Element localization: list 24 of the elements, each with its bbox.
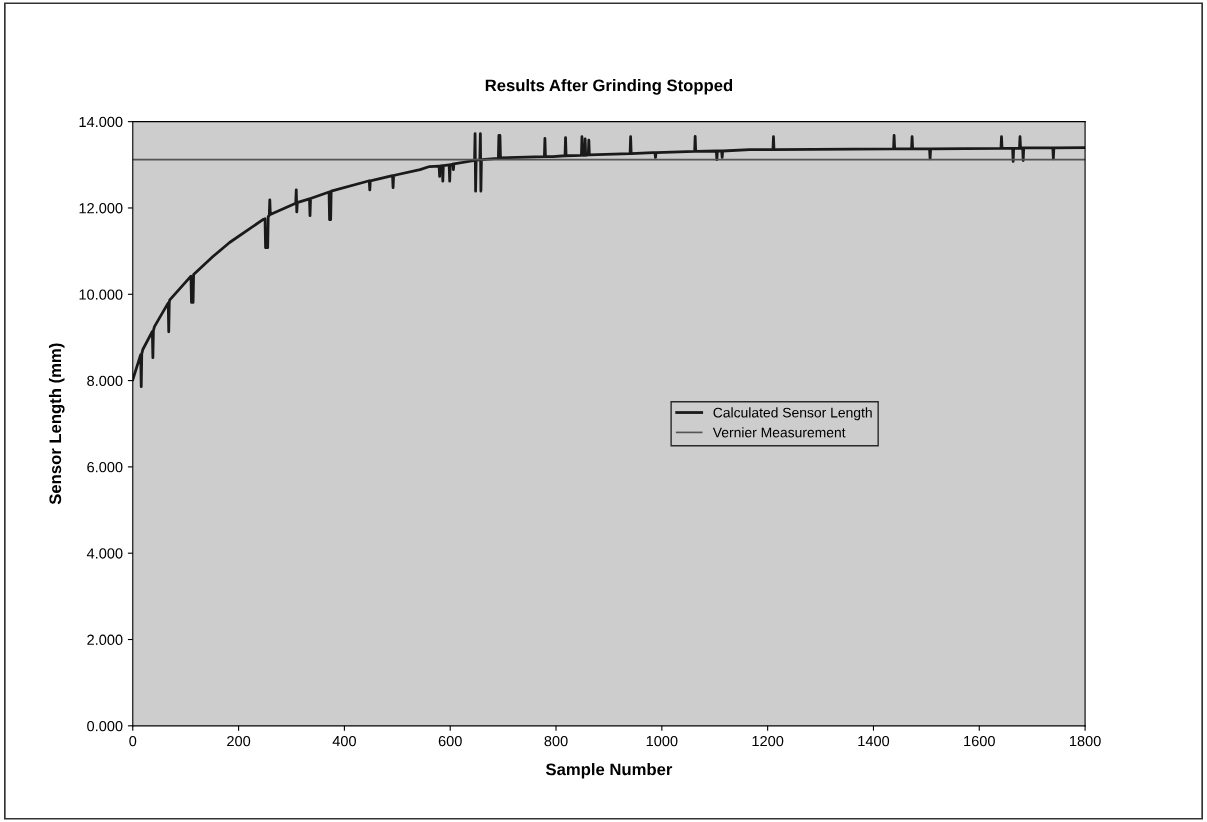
x-tick-label: 0 (129, 735, 137, 747)
line-series (132, 132, 1086, 389)
x-tick-label: 1600 (964, 735, 995, 747)
x-tick-label: 200 (227, 735, 251, 747)
y-tick-label: 2.000 (87, 634, 123, 645)
legend-label: Vernier Measurement (712, 427, 846, 438)
x-axis-title: Sample Number (545, 763, 673, 779)
x-tick-label: 1000 (646, 735, 678, 747)
x-tick-label: 800 (544, 735, 568, 747)
y-tick-label: 12.000 (79, 203, 123, 214)
y-tick-label: 8.000 (87, 375, 123, 387)
y-tick-label: 10.000 (79, 289, 123, 300)
x-tick-label: 1400 (858, 735, 890, 747)
x-tick-label: 1800 (1069, 735, 1101, 747)
chart-title: Results After Grinding Stopped (485, 79, 733, 95)
y-tick-label: 0.000 (87, 720, 123, 732)
x-tick-label: 1200 (752, 735, 784, 747)
x-tick-label: 600 (438, 735, 462, 747)
legend-label: Calculated Sensor Length (713, 407, 872, 421)
y-tick-label: 6.000 (87, 462, 123, 473)
y-tick-label: 4.000 (86, 548, 123, 559)
x-tick-label: 400 (332, 735, 356, 747)
y-tick-label: 14.000 (79, 116, 123, 128)
y-axis-title: Sensor Length (mm) (48, 343, 65, 505)
